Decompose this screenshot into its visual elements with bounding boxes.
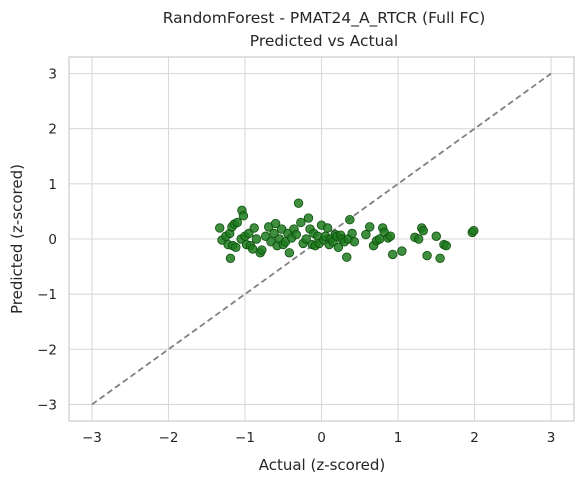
y-tick-label: 1 bbox=[48, 177, 57, 193]
data-point bbox=[301, 234, 311, 244]
data-point bbox=[284, 248, 295, 258]
data-point bbox=[232, 217, 243, 228]
points-layer bbox=[215, 198, 479, 264]
x-tick-label: −3 bbox=[82, 430, 102, 446]
data-point bbox=[333, 242, 344, 252]
data-point bbox=[422, 250, 432, 261]
data-point bbox=[293, 198, 304, 208]
data-point bbox=[249, 223, 259, 233]
data-point bbox=[397, 246, 407, 256]
data-point bbox=[303, 213, 314, 223]
y-tick-label: −1 bbox=[37, 287, 57, 303]
data-point bbox=[441, 240, 451, 251]
data-point bbox=[251, 234, 262, 244]
data-point bbox=[231, 242, 241, 252]
data-point bbox=[435, 253, 445, 264]
x-tick-label: −1 bbox=[235, 430, 255, 446]
x-tick-label: 3 bbox=[547, 430, 556, 446]
plot-frame bbox=[68, 56, 575, 422]
data-point bbox=[296, 217, 306, 228]
y-tick-label: 0 bbox=[48, 232, 57, 248]
chart-title-line1: RandomForest - PMAT24_A_RTCR (Full FC) bbox=[163, 9, 486, 28]
x-tick-labels: −3 −2 −1 0 1 2 3 bbox=[82, 430, 555, 446]
chart-title-line2: Predicted vs Actual bbox=[250, 32, 398, 50]
data-point bbox=[361, 229, 371, 240]
data-point bbox=[215, 223, 225, 233]
y-tick-label: −3 bbox=[37, 397, 57, 413]
x-axis-label: Actual (z-scored) bbox=[259, 456, 386, 474]
data-point bbox=[291, 229, 301, 240]
data-point bbox=[225, 253, 236, 264]
data-point bbox=[347, 228, 357, 239]
y-tick-label: 2 bbox=[48, 122, 57, 138]
data-point bbox=[385, 231, 396, 241]
data-point bbox=[469, 226, 479, 236]
data-point bbox=[342, 252, 352, 262]
data-point bbox=[270, 218, 281, 229]
data-point bbox=[238, 211, 249, 221]
data-point bbox=[387, 249, 398, 260]
y-tick-label: −2 bbox=[37, 342, 57, 358]
data-point bbox=[322, 223, 333, 233]
data-point bbox=[349, 237, 360, 247]
data-point bbox=[365, 222, 375, 232]
data-point bbox=[257, 245, 267, 255]
data-point bbox=[345, 214, 355, 225]
y-tick-label: 3 bbox=[48, 67, 57, 83]
x-tick-label: −2 bbox=[159, 430, 179, 446]
x-tick-label: 1 bbox=[394, 430, 403, 446]
data-point bbox=[413, 234, 424, 244]
data-point bbox=[247, 244, 258, 254]
y-tick-labels: −3 −2 −1 0 1 2 3 bbox=[37, 67, 57, 414]
data-point bbox=[418, 226, 428, 236]
x-tick-label: 0 bbox=[317, 430, 326, 446]
data-point bbox=[431, 231, 441, 241]
y-axis-label: Predicted (z-scored) bbox=[8, 164, 26, 314]
x-tick-label: 2 bbox=[470, 430, 479, 446]
